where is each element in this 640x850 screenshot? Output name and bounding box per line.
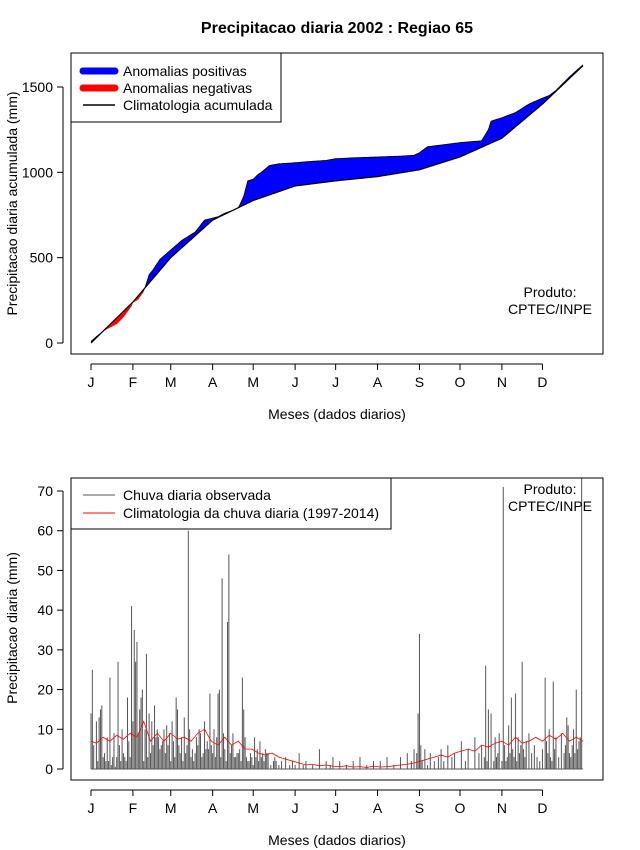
cumulative-x-tick-label: A xyxy=(208,374,218,390)
cumulative-x-tick-label: M xyxy=(247,374,259,390)
daily-x-tick-label: A xyxy=(208,800,218,816)
daily-x-tick-label: N xyxy=(497,800,507,816)
cumulative-x-tick-label: A xyxy=(373,374,383,390)
daily-y-tick-label: 50 xyxy=(37,562,53,578)
daily-y-tick-label: 20 xyxy=(37,682,53,698)
daily-product-label: Produto: xyxy=(524,481,577,497)
daily-product-name: CPTEC/INPE xyxy=(508,498,592,514)
observed-cumulative-line xyxy=(90,64,584,342)
daily-y-tick-label: 30 xyxy=(37,642,53,658)
cumulative-product-label: Produto: xyxy=(524,284,577,300)
cumulative-product-name: CPTEC/INPE xyxy=(508,301,592,317)
legend-label-daily-climatology: Climatologia da chuva diaria (1997-2014) xyxy=(123,505,379,521)
cumulative-y-tick-label: 1500 xyxy=(22,79,53,95)
daily-x-tick-label: A xyxy=(373,800,383,816)
figure-title: Precipitacao diaria 2002 : Regiao 65 xyxy=(201,20,473,37)
cumulative-panel: 0 500 1000 1500 J F M A M J J A S O N D Meses (dados d… xyxy=(4,52,604,422)
cumulative-y-tick-label: 500 xyxy=(30,250,54,266)
daily-x-tick-label: J xyxy=(292,800,299,816)
cumulative-plot-area xyxy=(90,64,584,344)
cumulative-x-tick-label: F xyxy=(129,374,138,390)
daily-legend-box xyxy=(70,477,392,530)
daily-x-tick-label: M xyxy=(247,800,259,816)
cumulative-x-tick-label: J xyxy=(292,374,299,390)
cumulative-plot-frame xyxy=(70,52,604,355)
cumulative-x-tick-label: O xyxy=(455,374,466,390)
daily-legend: Chuva diaria observada Climatologia da c… xyxy=(70,477,392,530)
cumulative-x-tick-label: S xyxy=(415,374,424,390)
daily-climatology-line xyxy=(90,720,584,768)
daily-x-tick-label: J xyxy=(88,800,95,816)
daily-x-tick-label: S xyxy=(415,800,424,816)
daily-y-tick-label: 60 xyxy=(37,523,53,539)
cumulative-x-axis-label: Meses (dados diarios) xyxy=(268,406,406,422)
cumulative-y-tick-label: 1000 xyxy=(22,164,53,180)
daily-x-tick-label: D xyxy=(537,800,547,816)
daily-x-tick-label: F xyxy=(129,800,138,816)
daily-panel: 0 10 20 30 40 50 60 70 J F M A M J J A S O N D Meses (dado… xyxy=(4,477,604,848)
climatology-cumulative-line xyxy=(90,65,584,344)
cumulative-x-tick-label: D xyxy=(537,374,547,390)
cumulative-y-axis: 0 500 1000 1500 xyxy=(22,79,64,351)
daily-x-axis-label: Meses (dados diarios) xyxy=(268,832,406,848)
daily-x-tick-label: M xyxy=(165,800,177,816)
legend-label-negative: Anomalias negativas xyxy=(123,80,252,96)
cumulative-x-tick-label: N xyxy=(497,374,507,390)
daily-y-tick-label: 70 xyxy=(37,483,53,499)
cumulative-x-tick-label: M xyxy=(165,374,177,390)
legend-label-positive: Anomalias positivas xyxy=(123,63,247,79)
daily-y-tick-label: 0 xyxy=(45,761,53,777)
daily-y-axis-label: Precipitacao diaria (mm) xyxy=(4,552,20,704)
legend-label-climatology: Climatologia acumulada xyxy=(123,97,273,113)
cumulative-x-tick-label: J xyxy=(88,374,95,390)
cumulative-y-tick-label: 0 xyxy=(45,335,53,351)
daily-y-axis: 0 10 20 30 40 50 60 70 xyxy=(37,483,64,777)
daily-x-tick-label: J xyxy=(332,800,339,816)
cumulative-y-axis-label: Precipitacao diaria acumulada (mm) xyxy=(4,91,20,315)
legend-label-observed: Chuva diaria observada xyxy=(123,487,271,503)
daily-x-tick-label: O xyxy=(455,800,466,816)
daily-y-tick-label: 40 xyxy=(37,602,53,618)
cumulative-x-tick-label: J xyxy=(332,374,339,390)
daily-plot-area xyxy=(90,478,584,770)
cumulative-legend: Anomalias positivas Anomalias negativas … xyxy=(70,52,282,123)
daily-y-tick-label: 10 xyxy=(37,721,53,737)
